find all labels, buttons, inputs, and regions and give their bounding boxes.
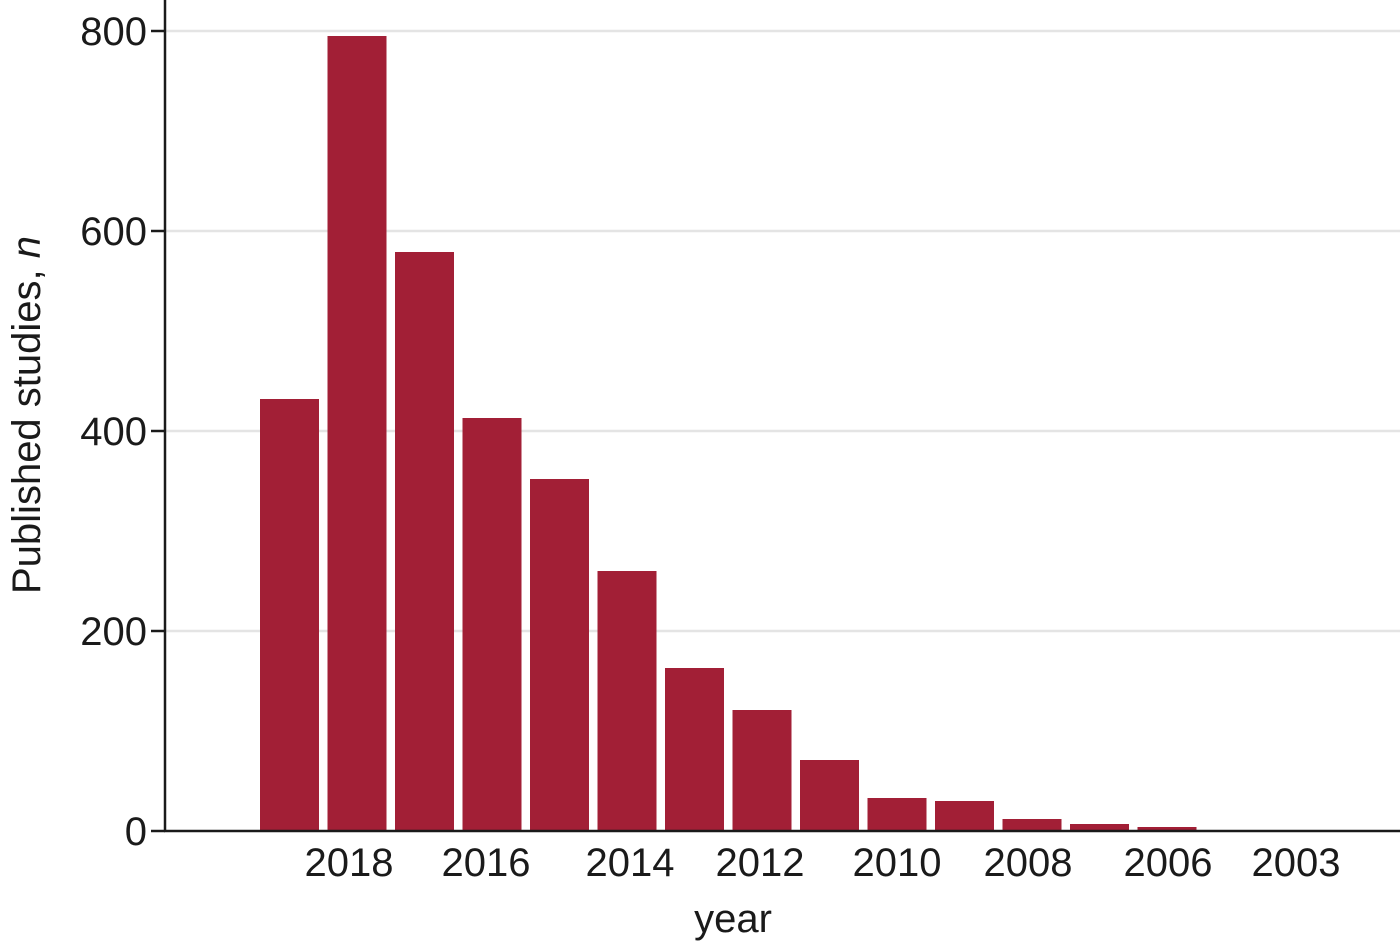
bars [260, 36, 1197, 831]
bar-2013 [665, 668, 724, 831]
y-tick-labels: 0 200 400 600 800 [80, 10, 165, 854]
bar-2016 [462, 418, 522, 831]
x-axis-label: year [694, 897, 772, 941]
x-tick-label-2008: 2008 [984, 841, 1073, 885]
y-axis-label: Published studies, n [5, 236, 49, 594]
bar-2018 [327, 36, 387, 831]
bar-2010 [867, 798, 927, 831]
axes [163, 0, 1400, 833]
y-tick-label-800: 800 [80, 10, 147, 54]
x-tick-label-2012: 2012 [716, 841, 805, 885]
y-axis-label-variable: n [5, 236, 49, 258]
x-tick-label-2010: 2010 [853, 841, 942, 885]
bar-2012 [732, 710, 792, 831]
bar-2006 [1137, 827, 1197, 831]
x-tick-label-2006: 2006 [1124, 841, 1213, 885]
bar-2011 [800, 760, 859, 831]
y-tick-label-400: 400 [80, 410, 147, 454]
bar-2019 [260, 399, 319, 831]
x-tick-label-2018: 2018 [305, 841, 394, 885]
y-tick-label-0: 0 [125, 810, 147, 854]
x-tick-labels: 2018 2016 2014 2012 2010 2008 2006 2003 [305, 841, 1341, 885]
bar-2017 [395, 252, 454, 831]
x-tick-label-2016: 2016 [442, 841, 531, 885]
bar-2009 [935, 801, 994, 831]
x-tick-label-2014: 2014 [586, 841, 675, 885]
x-tick-label-2003: 2003 [1252, 841, 1341, 885]
bar-2014 [597, 571, 657, 831]
bar-2015 [530, 479, 589, 831]
y-tick-label-200: 200 [80, 610, 147, 654]
bar-2007 [1070, 824, 1129, 831]
y-axis-label-main: Published studies, [5, 258, 49, 594]
bar-2008 [1002, 819, 1062, 831]
y-tick-label-600: 600 [80, 210, 147, 254]
